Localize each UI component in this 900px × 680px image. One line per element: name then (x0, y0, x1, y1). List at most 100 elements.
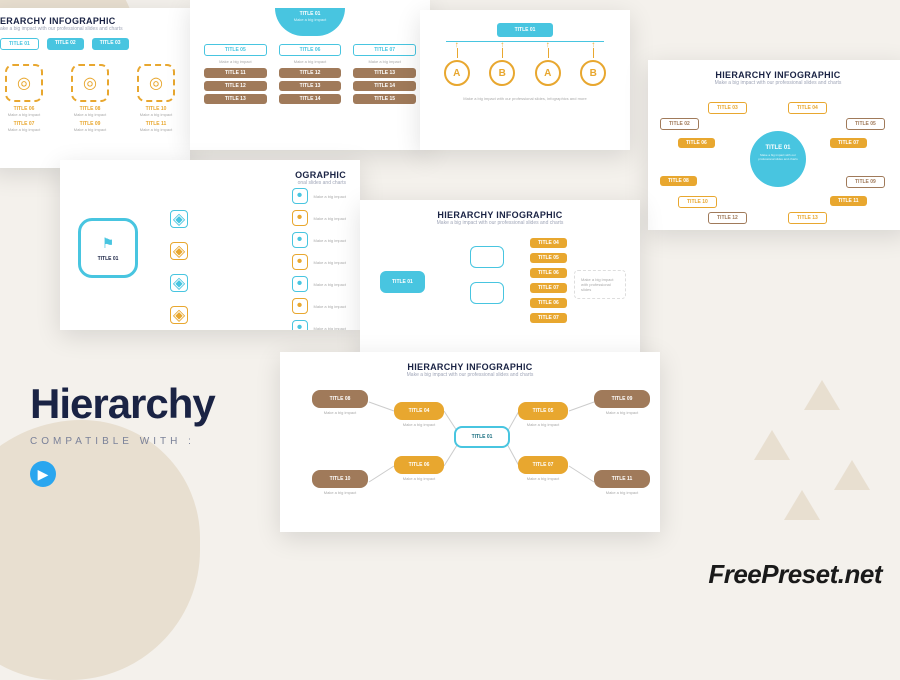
cog-icon: • (292, 232, 308, 248)
org-desc: Make a big impact (312, 490, 368, 495)
radial-node: TITLE 13 (788, 212, 827, 224)
pill-node: TITLE 02 (47, 38, 84, 50)
org-desc: Make a big impact (518, 422, 568, 427)
mid-nodes (470, 246, 504, 304)
org-desc: Make a big impact (594, 410, 650, 415)
radial-node: TITLE 05 (846, 118, 885, 130)
leaf-item: • Make a big impact (292, 254, 346, 270)
slide-heading: HIERARCHY INFOGRAPHIC (294, 362, 646, 372)
bg-triangle (804, 380, 840, 410)
root-desc: Make a big impact (275, 17, 345, 22)
slide-heading: HIERARCHY INFOGRAPHIC (374, 210, 626, 220)
icon-column: ◎TITLE 10Make a big impactTITLE 11Make a… (132, 60, 180, 132)
hierarchy-column: TITLE 05Make a big impactTITLE 11TITLE 1… (204, 44, 267, 107)
leaf-item: •Make a big impact (292, 298, 346, 314)
child-pill: TITLE 12 (204, 81, 267, 91)
letter-row: ABAB (434, 60, 616, 86)
target-icon: ◎ (5, 64, 43, 102)
key-icon: • (292, 298, 308, 314)
radial-node: TITLE 06 (678, 138, 715, 148)
doc-icon: ◈ (170, 210, 188, 228)
gear-icon: ◈ (170, 274, 188, 292)
keynote-icon: ▶ (30, 461, 56, 487)
hierarchy-column: TITLE 06Make a big impactTITLE 12TITLE 1… (279, 44, 342, 107)
promo-title: Hierarchy (30, 380, 215, 428)
leaf-pill: TITLE 06 (530, 298, 567, 308)
star-icon: • (292, 210, 308, 226)
child-pill: TITLE 12 (279, 68, 342, 78)
root-node: TITLE 01 Make a big impact (275, 8, 345, 36)
root-pill: TITLE 01 (497, 23, 554, 37)
radial-node: TITLE 08 (660, 176, 697, 186)
col-head: TITLE 05 (204, 44, 267, 56)
leaf-item: •Make a big impact (292, 232, 346, 248)
radial-node: TITLE 07 (830, 138, 867, 148)
bg-triangle (834, 460, 870, 490)
connector-line (446, 41, 604, 42)
letter-node: A (535, 60, 561, 86)
radial-node: TITLE 04 (788, 102, 827, 114)
info-box: Make a big impact with professional slid… (574, 270, 626, 299)
icon-column: ◎TITLE 08Make a big impactTITLE 09Make a… (66, 60, 114, 132)
radial-node: TITLE 12 (708, 212, 747, 224)
col-desc: Make a big impact (0, 112, 48, 117)
bolt-icon: • (292, 254, 308, 270)
leaf-item: •Make a big impact (292, 188, 346, 204)
mid-node (470, 246, 504, 268)
pin-icon: • (292, 320, 308, 330)
leaf-label: Make a big impact (314, 326, 346, 331)
promo-compat: COMPATIBLE WITH : (30, 436, 215, 447)
bg-triangle (754, 430, 790, 460)
leaf-label: Make a big impact (314, 216, 346, 221)
slide-subtitle: onal slides and charts (74, 180, 346, 186)
slide-heading: HIERARCHY INFOGRAPHIC (662, 70, 894, 80)
org-desc: Make a big impact (312, 410, 368, 415)
hierarchy-column: TITLE 07Make a big impactTITLE 13TITLE 1… (353, 44, 416, 107)
col-desc: Make a big impact (132, 127, 180, 132)
leaf-pill: TITLE 05 (530, 253, 567, 263)
mid-node (470, 282, 504, 304)
org-box: TITLE 05 (518, 402, 568, 420)
child-pill: TITLE 14 (279, 94, 342, 104)
flag-icon: ⚑ (102, 235, 115, 252)
org-desc: Make a big impact (394, 476, 444, 481)
org-box: TITLE 04 (394, 402, 444, 420)
root-label: TITLE 01 (98, 256, 119, 262)
promo-block: Hierarchy COMPATIBLE WITH : ▶ (30, 380, 215, 487)
slide-tree-pills: HIERARCHY INFOGRAPHIC Make a big impact … (360, 200, 640, 360)
leaf-item: •Make a big impact (292, 276, 346, 292)
slide-org-chart: HIERARCHY INFOGRAPHIC Make a big impact … (280, 352, 660, 532)
user-icon: ◈ (170, 306, 188, 324)
leaf-pill: TITLE 06 (530, 268, 567, 278)
col-desc: Make a big impact (0, 127, 48, 132)
col-desc: Make a big impact (279, 59, 342, 64)
leaf-label: Make a big impact (314, 260, 346, 265)
org-box: TITLE 08 (312, 390, 368, 408)
letter-node: B (489, 60, 515, 86)
org-box: TITLE 11 (594, 470, 650, 488)
watermark: FreePreset.net (708, 559, 882, 590)
radial-node: TITLE 09 (846, 176, 885, 188)
slide-radial-hierarchy: HIERARCHY INFOGRAPHIC Make a big impact … (648, 60, 900, 230)
root-node: TITLE 01 (380, 270, 425, 293)
org-desc: Make a big impact (394, 422, 444, 427)
radial-node: TITLE 10 (678, 196, 717, 208)
org-desc: Make a big impact (518, 476, 568, 481)
leaf-pill: TITLE 07 (530, 283, 567, 293)
org-box: TITLE 01 (454, 426, 510, 448)
slide-hierarchy-icons: ERARCHY INFOGRAPHIC ake a big impact wit… (0, 8, 190, 168)
pill-node: TITLE 01 (0, 38, 39, 50)
slide-desc: Make a big impact with our professional … (434, 96, 616, 101)
leaf-pill: TITLE 07 (530, 313, 567, 323)
cloud-icon: • (292, 276, 308, 292)
radial-node: TITLE 02 (660, 118, 699, 130)
center-desc: Make a big impact with our professional … (756, 153, 800, 161)
col-desc: Make a big impact (132, 112, 180, 117)
org-box: TITLE 07 (518, 456, 568, 474)
bg-triangle (784, 490, 820, 520)
icon-columns: ◎TITLE 06Make a big impactTITLE 07Make a… (0, 60, 180, 132)
org-desc: Make a big impact (594, 490, 650, 495)
col-desc: Make a big impact (66, 127, 114, 132)
slide-subtitle: Make a big impact with our professional … (662, 80, 894, 86)
child-pill: TITLE 11 (204, 68, 267, 78)
